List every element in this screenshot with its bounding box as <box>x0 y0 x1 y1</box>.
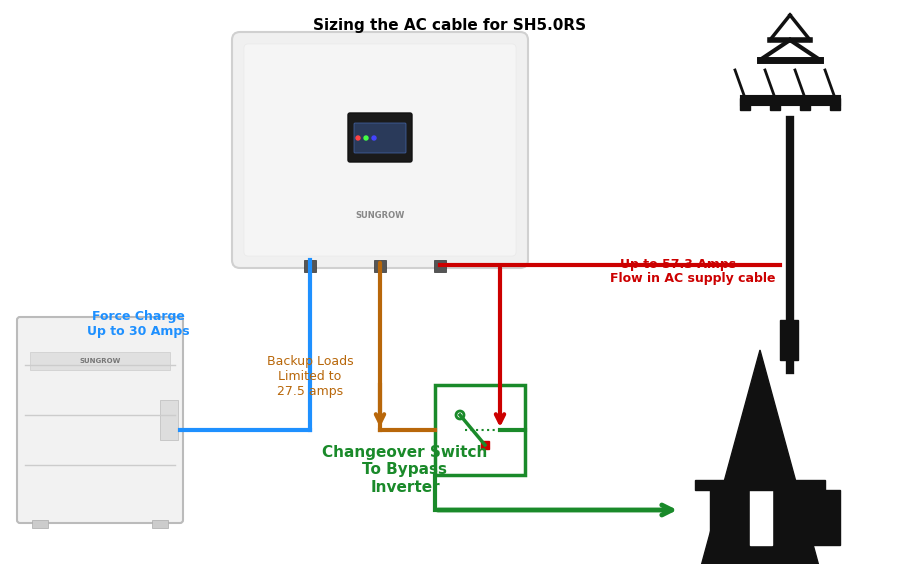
Bar <box>800 98 810 110</box>
Text: Changeover Switch
To Bypass
Inverter: Changeover Switch To Bypass Inverter <box>322 445 488 495</box>
Bar <box>780 320 798 360</box>
Bar <box>710 490 810 564</box>
Bar <box>810 490 840 545</box>
Circle shape <box>364 136 368 140</box>
FancyBboxPatch shape <box>354 123 406 153</box>
Bar <box>30 352 170 370</box>
Bar <box>374 260 386 272</box>
Text: Up to 57.3 Amps: Up to 57.3 Amps <box>620 258 736 271</box>
Text: Sizing the AC cable for SH5.0RS: Sizing the AC cable for SH5.0RS <box>313 18 587 33</box>
Text: SUNGROW: SUNGROW <box>356 210 405 219</box>
Text: SUNGROW: SUNGROW <box>79 358 121 364</box>
Bar <box>435 385 525 475</box>
Circle shape <box>372 136 376 140</box>
FancyBboxPatch shape <box>244 44 516 256</box>
Text: Force Charge
Up to 30 Amps: Force Charge Up to 30 Amps <box>86 310 189 338</box>
Bar <box>160 400 178 440</box>
Circle shape <box>481 441 489 449</box>
Bar <box>304 260 316 272</box>
Polygon shape <box>700 350 820 564</box>
Bar <box>695 480 825 490</box>
Bar <box>32 520 48 528</box>
Bar <box>750 490 772 545</box>
FancyBboxPatch shape <box>348 113 412 162</box>
Bar <box>481 441 489 449</box>
FancyBboxPatch shape <box>17 317 183 523</box>
Text: Flow in AC supply cable: Flow in AC supply cable <box>610 272 776 285</box>
Bar <box>740 98 750 110</box>
Bar <box>830 98 840 110</box>
Bar <box>770 98 780 110</box>
Bar <box>434 260 446 272</box>
Bar <box>152 520 168 528</box>
Circle shape <box>356 136 360 140</box>
FancyBboxPatch shape <box>232 32 528 268</box>
Text: Backup Loads
Limited to
27.5 amps: Backup Loads Limited to 27.5 amps <box>266 355 354 398</box>
